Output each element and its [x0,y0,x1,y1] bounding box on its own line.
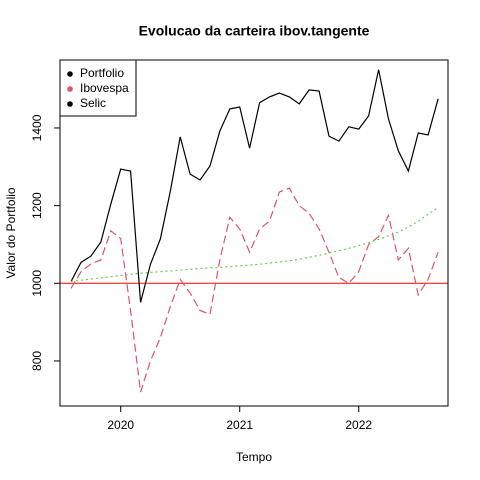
legend-label: Ibovespa [80,81,129,95]
legend-label: Portfolio [80,66,124,80]
series-line [70,69,439,303]
chart-title: Evolucao da carteira ibov.tangente [139,23,370,39]
series-line [70,207,439,282]
y-axis-label: Valor do Portfolio [4,187,18,278]
y-tick-label: 1000 [30,270,44,297]
plot-area [60,69,448,393]
x-tick-label: 2021 [226,418,253,432]
x-tick-label: 2020 [107,418,134,432]
plot-frame [59,59,449,407]
legend-label: Selic [80,96,106,110]
series-line [70,187,439,393]
y-tick-label: 1200 [30,192,44,219]
y-tick-label: 1400 [30,114,44,141]
x-tick-label: 2022 [345,418,372,432]
legend-box [59,59,137,117]
legend-marker [67,86,73,92]
legend-marker [67,71,73,77]
x-axis-label: Tempo [236,450,272,464]
y-tick-label: 800 [30,351,44,371]
legend-marker [67,101,73,107]
